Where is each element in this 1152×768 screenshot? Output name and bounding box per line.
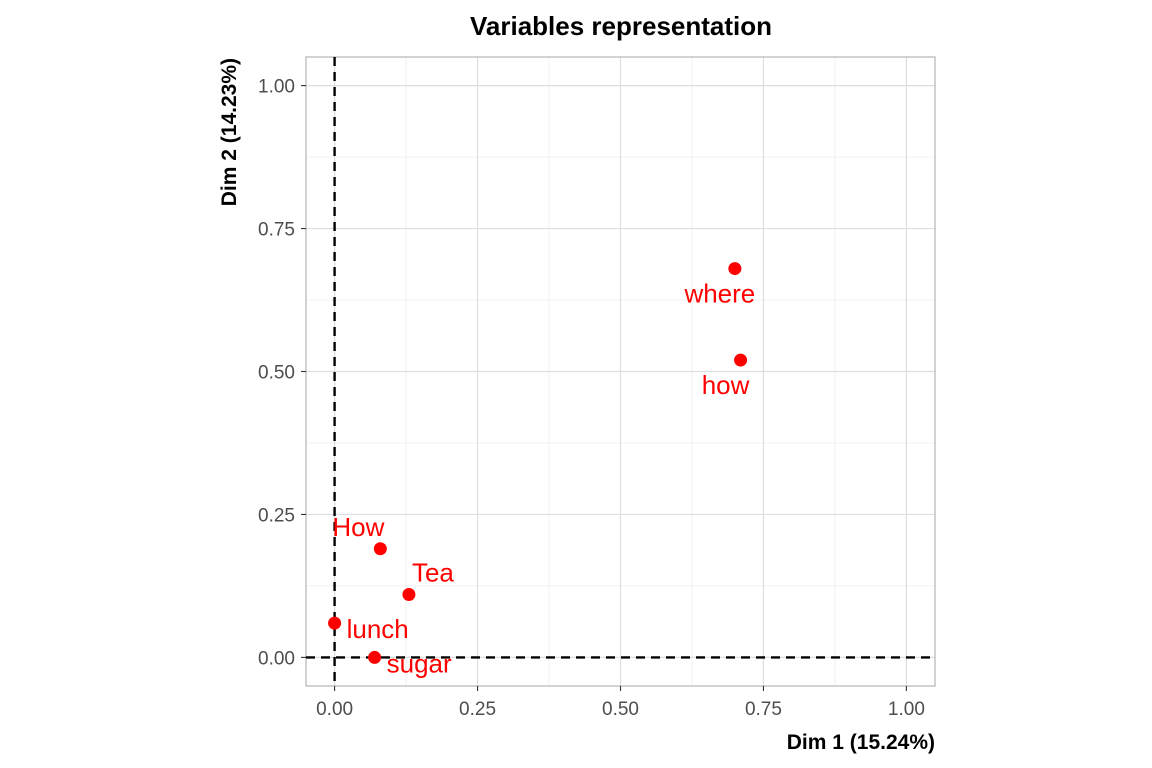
data-label-How: How [332,512,384,542]
y-axis: 0.00 0.25 0.50 0.75 1.00 [258,77,306,669]
y-tick-label: 0.25 [258,505,295,526]
data-point-How [373,542,387,556]
y-tick-label: 0.00 [258,648,295,669]
x-tick-label: 0.00 [316,699,353,720]
data-label-where: where [683,279,755,309]
data-point-Tea [402,588,416,602]
x-axis-title: Dim 1 (15.24%) [787,731,935,754]
y-tick-label: 1.00 [258,77,295,98]
y-axis-title: Dim 2 (14.23%) [218,58,241,206]
data-label-lunch: lunch [347,614,409,644]
data-points [328,262,748,664]
data-point-where [728,262,742,276]
data-label-sugar: sugar [387,648,452,678]
x-tick-label: 0.25 [459,699,496,720]
y-tick-label: 0.50 [258,363,295,384]
chart-title: Variables representation [470,11,772,41]
x-axis: 0.00 0.25 0.50 0.75 1.00 [316,686,925,720]
y-tick-label: 0.75 [258,220,295,241]
data-point-how [734,353,748,367]
data-label-Tea: Tea [412,558,454,588]
x-tick-label: 1.00 [888,699,925,720]
data-label-how: how [702,370,750,400]
x-tick-label: 0.50 [602,699,639,720]
data-point-sugar [368,650,382,664]
data-point-lunch [328,616,342,630]
x-tick-label: 0.75 [745,699,782,720]
major-gridlines [306,57,935,686]
